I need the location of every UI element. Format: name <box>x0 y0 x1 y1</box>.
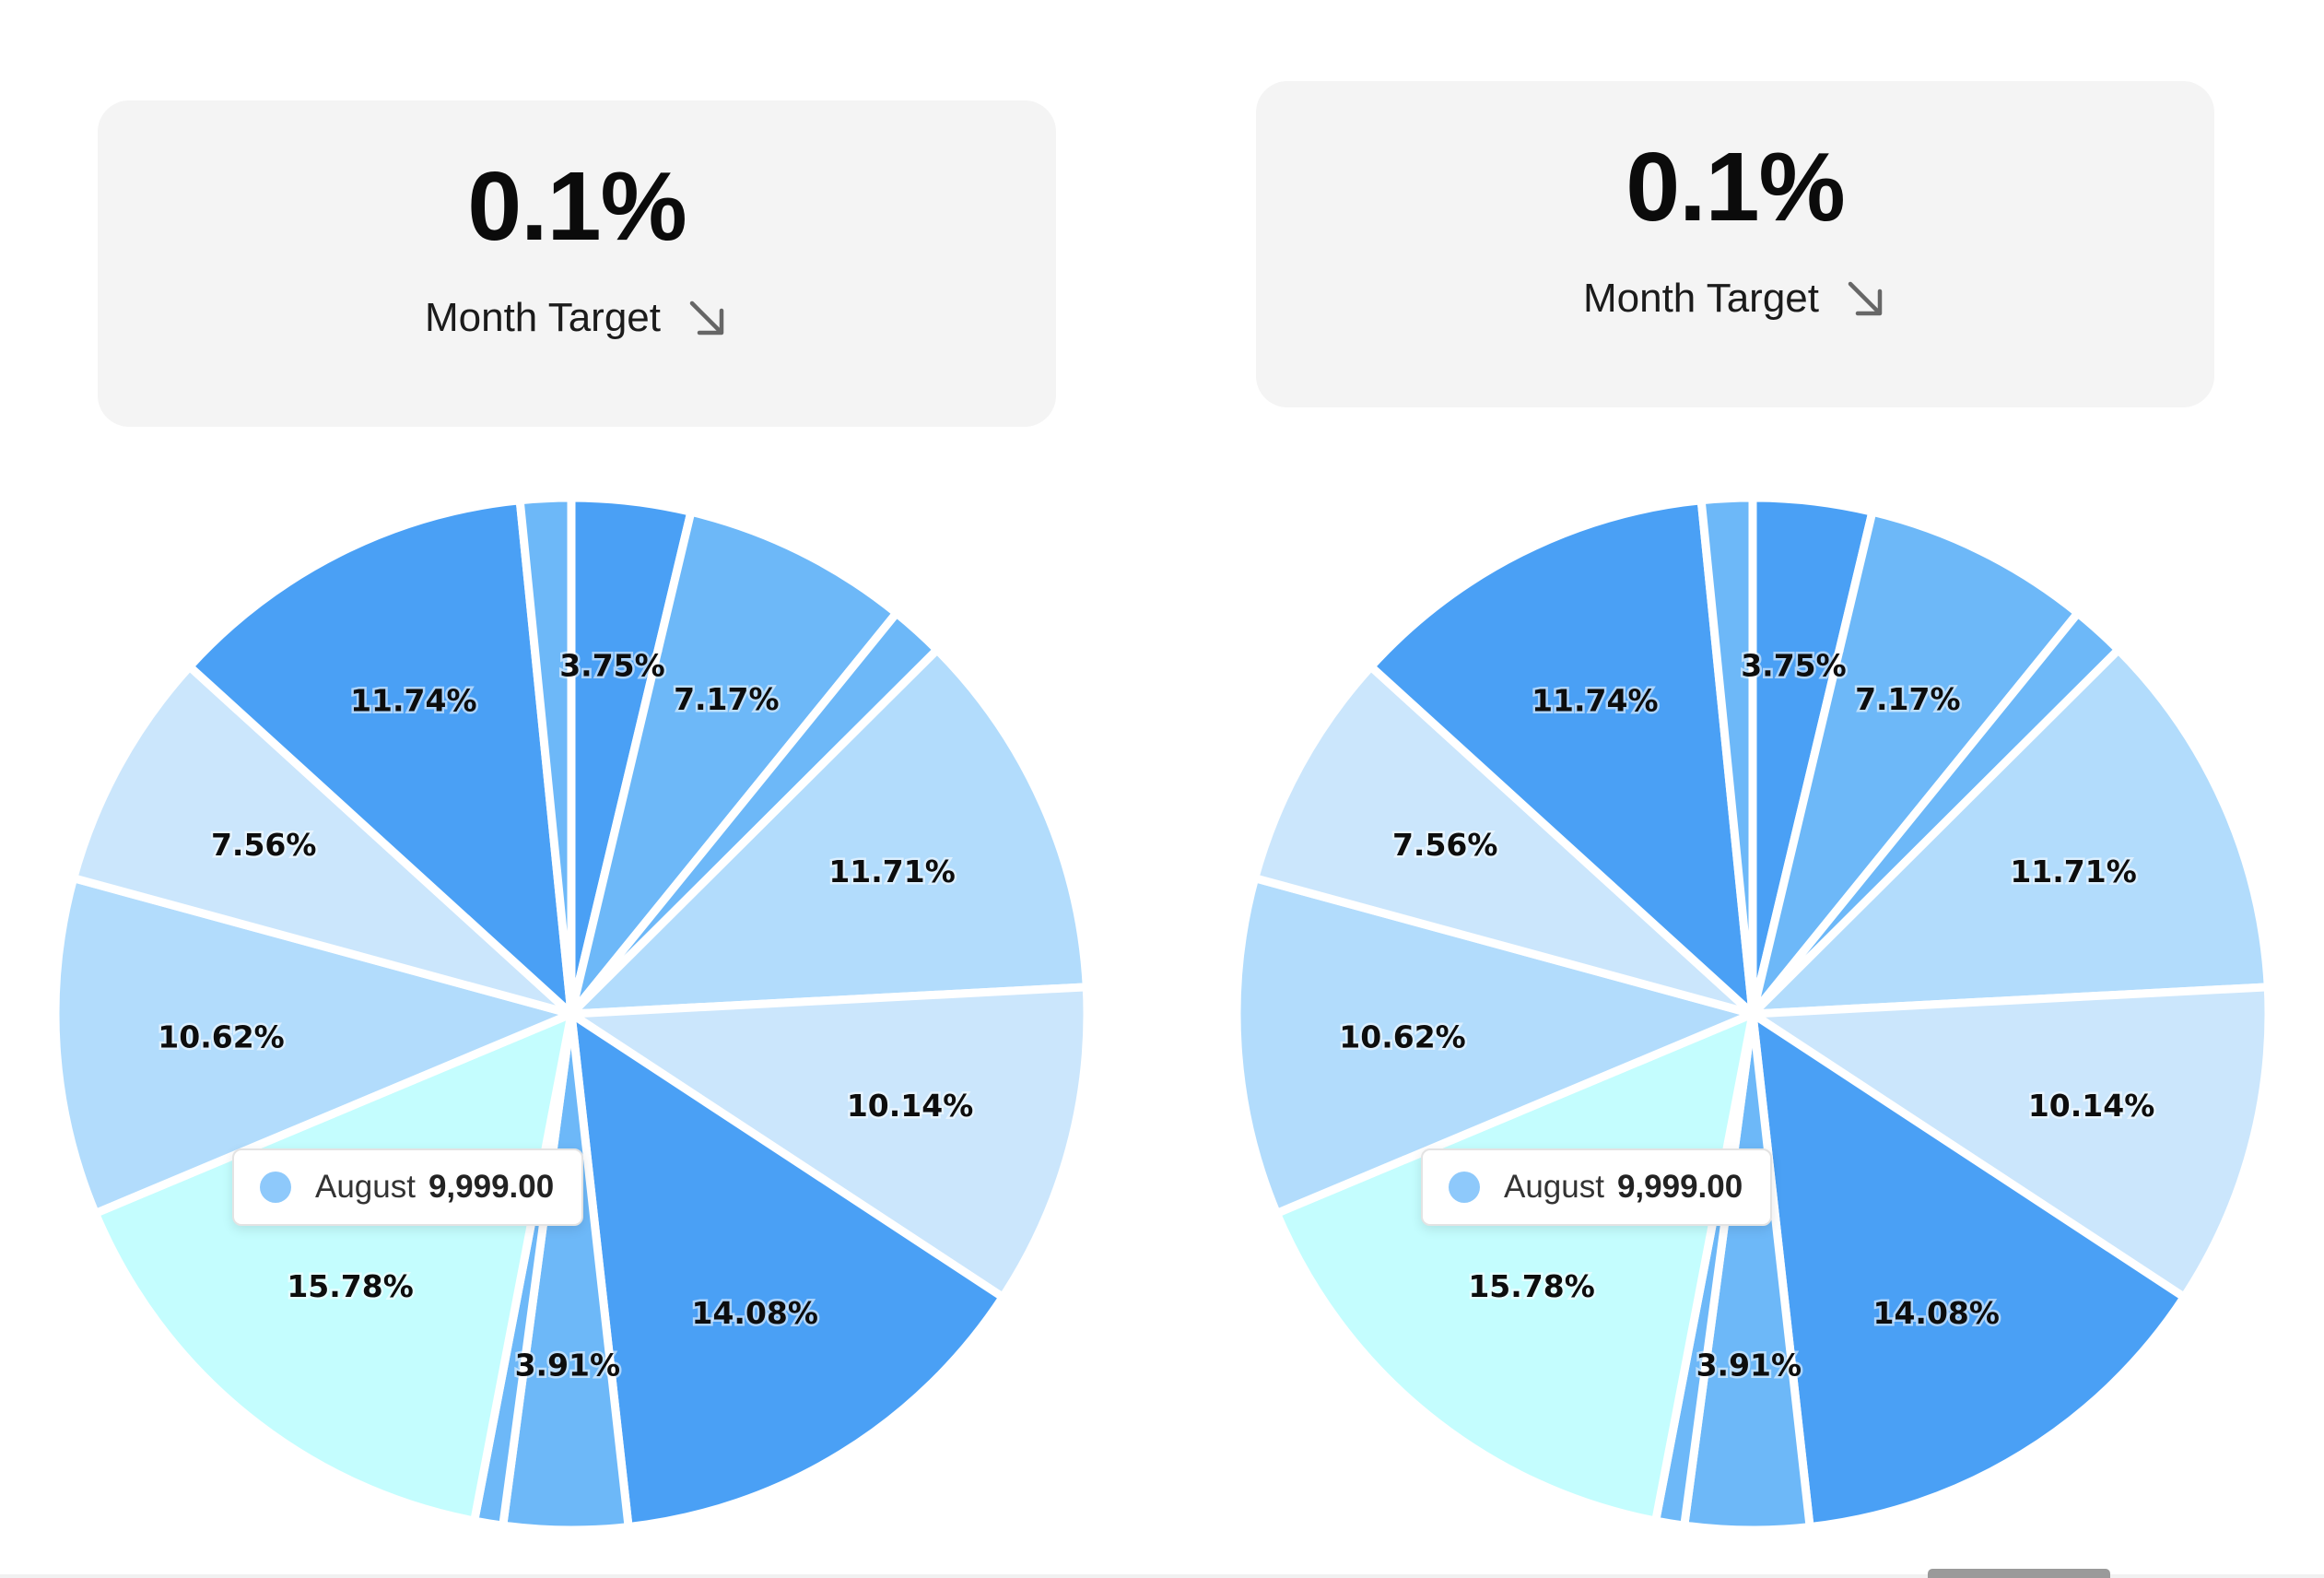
pie-slice-label: 11.74% <box>350 682 476 718</box>
arrow-down-right-icon <box>1848 281 1883 316</box>
pie-slice-label: 3.75% <box>559 647 665 683</box>
pie-slice-label: 7.17% <box>1855 681 1961 717</box>
kpi-subtitle: Month Target <box>1256 277 2214 321</box>
pie-slice-label: 11.74% <box>1532 682 1658 718</box>
pie-slice-label: 10.14% <box>847 1088 973 1124</box>
pie-slice[interactable] <box>567 645 1091 1019</box>
kpi-value: 0.1% <box>1626 133 1846 241</box>
pie-slice-label: 7.56% <box>211 827 317 863</box>
pie-slice[interactable] <box>1696 493 1757 1019</box>
pie-slice-label: 10.62% <box>1339 1019 1465 1054</box>
pie-slice[interactable] <box>1748 1009 2189 1532</box>
pie-slice[interactable] <box>1748 645 2272 1019</box>
pie-slice[interactable] <box>1748 983 2273 1301</box>
kpi-label: Month Target <box>1582 276 1819 321</box>
pie-slice-label: 10.14% <box>2028 1088 2154 1124</box>
chart-panel-right: 0.1% Month Target 3.75% 7.17% 11.71% 10.14%… <box>1200 0 2324 1578</box>
tooltip-series-marker <box>1449 1172 1480 1203</box>
pie-slice[interactable] <box>567 983 1092 1301</box>
chart-panel-left: 0.1% Month Target 3.75% 7.17% 11.71% 10.14%… <box>18 0 1152 1578</box>
kpi-card: 0.1% Month Target <box>98 100 1056 427</box>
chart-tooltip: August 9,999.00 <box>232 1148 584 1226</box>
bottom-divider <box>0 1574 2324 1578</box>
pie-slice[interactable] <box>1272 1009 1757 1525</box>
pie-slice-label: 3.91% <box>1696 1347 1802 1383</box>
pie-slice-label: 14.08% <box>1872 1295 1999 1331</box>
pie-slice[interactable] <box>90 1009 576 1525</box>
pie-slice[interactable] <box>567 507 901 1019</box>
pie-slice-label: 7.56% <box>1392 827 1498 863</box>
pie-slice[interactable] <box>69 662 576 1019</box>
pie-slice[interactable] <box>1232 874 1757 1218</box>
arrow-down-right-icon <box>689 300 724 336</box>
pie-slice-label: 11.71% <box>828 854 955 889</box>
pie-slice[interactable] <box>1250 662 1757 1019</box>
pie-slice-label: 7.17% <box>674 681 780 717</box>
pie-slice-label: 14.08% <box>691 1295 817 1331</box>
tooltip-label: August <box>315 1169 416 1205</box>
pie-slice[interactable] <box>567 1009 1007 1532</box>
pie-slice-label: 11.71% <box>2010 854 2136 889</box>
tooltip-value: 9,999.00 <box>1616 1169 1743 1205</box>
pie-chart: 3.75%7.17% 11.71% 10.14% 14.08% 3.91% 15.78% 1… <box>1232 493 2273 1535</box>
pie-slice-label: 3.75% <box>1741 647 1847 683</box>
kpi-label: Month Target <box>424 295 661 340</box>
pie-slice-label: 3.91% <box>515 1347 621 1383</box>
tooltip-label: August <box>1504 1169 1604 1205</box>
tooltip-series-marker <box>260 1172 291 1203</box>
horizontal-scrollbar-thumb[interactable] <box>1928 1569 2110 1578</box>
tooltip-value: 9,999.00 <box>428 1169 555 1205</box>
chart-tooltip: August 9,999.00 <box>1421 1148 1773 1226</box>
pie-slice[interactable] <box>1367 496 1757 1019</box>
pie-slice-label: 10.62% <box>158 1019 284 1054</box>
kpi-subtitle: Month Target <box>98 296 1056 340</box>
kpi-card: 0.1% Month Target <box>1256 81 2214 407</box>
pie-slice[interactable] <box>1748 507 2083 1019</box>
kpi-value: 0.1% <box>467 152 687 261</box>
pie-slice[interactable] <box>515 493 576 1019</box>
pie-slice-label: 15.78% <box>287 1268 413 1304</box>
pie-slice[interactable] <box>185 496 576 1019</box>
pie-chart: 3.75%7.17% 11.71% 10.14% 14.08% 3.91% 15.78% 1… <box>51 493 1092 1535</box>
pie-slice[interactable] <box>51 874 576 1218</box>
pie-slice-label: 15.78% <box>1468 1268 1594 1304</box>
